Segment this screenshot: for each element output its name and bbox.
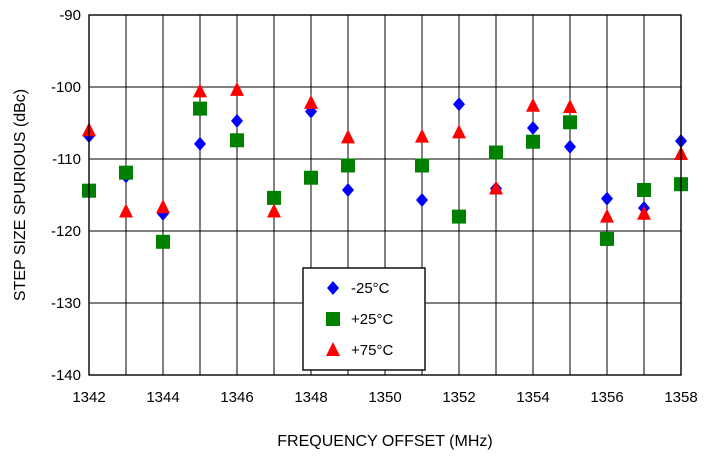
series-1 xyxy=(82,101,688,249)
x-tick-label: 1354 xyxy=(516,389,549,406)
triangle-marker xyxy=(600,208,614,223)
diamond-marker xyxy=(231,113,243,128)
square-marker xyxy=(600,231,614,246)
triangle-marker xyxy=(637,205,651,220)
legend-label: -25°C xyxy=(351,280,390,297)
legend-triangle-marker xyxy=(326,342,340,356)
legend-label: +75°C xyxy=(351,342,393,359)
triangle-marker xyxy=(526,97,540,112)
triangle-marker xyxy=(563,99,577,114)
square-marker xyxy=(637,182,651,197)
square-marker xyxy=(526,134,540,149)
square-marker xyxy=(304,170,318,185)
triangle-marker xyxy=(304,94,318,109)
square-marker xyxy=(341,158,355,173)
square-marker xyxy=(563,115,577,130)
x-axis-title: FREQUENCY OFFSET (MHz) xyxy=(277,433,492,450)
square-marker xyxy=(452,209,466,224)
y-tick-label: -140 xyxy=(51,367,81,384)
x-tick-label: 1346 xyxy=(220,389,253,406)
diamond-marker xyxy=(453,97,465,112)
diamond-marker xyxy=(342,182,354,197)
legend: -25°C +25°C +75°C xyxy=(302,267,426,371)
x-tick-label: 1344 xyxy=(146,389,179,406)
legend-box xyxy=(302,267,426,371)
diamond-marker xyxy=(527,121,539,136)
plot-frame xyxy=(88,14,682,376)
x-tick-label: 1356 xyxy=(590,389,623,406)
x-tick-label: 1342 xyxy=(72,389,105,406)
x-tick-label: 1352 xyxy=(442,389,475,406)
legend-square-marker xyxy=(326,312,340,326)
square-marker xyxy=(119,165,133,180)
x-tick-label: 1350 xyxy=(368,389,401,406)
x-tick-label: 1358 xyxy=(664,389,697,406)
diamond-marker xyxy=(564,139,576,154)
triangle-marker xyxy=(193,83,207,98)
y-tick-label: -100 xyxy=(51,79,81,96)
y-axis-title: STEP SIZE SPURIOUS (dBc) xyxy=(12,89,29,301)
y-tick-label: -120 xyxy=(51,223,81,240)
data-points xyxy=(82,81,688,249)
x-tick-label: 1348 xyxy=(294,389,327,406)
square-marker xyxy=(156,234,170,249)
legend-label: +25°C xyxy=(351,311,393,328)
triangle-marker xyxy=(489,180,503,195)
diamond-marker xyxy=(601,191,613,206)
square-marker xyxy=(267,190,281,205)
square-marker xyxy=(489,145,503,160)
triangle-marker xyxy=(119,203,133,218)
tick-labels: 1342 1344 1346 1348 1350 1352 1354 1356 1358 -90 -… xyxy=(51,7,698,406)
triangle-marker xyxy=(267,203,281,218)
diamond-marker xyxy=(416,193,428,208)
triangle-marker xyxy=(415,128,429,143)
square-marker xyxy=(193,101,207,116)
y-tick-label: -110 xyxy=(52,151,81,168)
triangle-marker xyxy=(230,81,244,96)
triangle-marker xyxy=(341,129,355,144)
diamond-marker xyxy=(194,136,206,151)
y-tick-label: -130 xyxy=(51,295,81,312)
triangle-marker xyxy=(156,199,170,214)
square-marker xyxy=(230,133,244,148)
legend-diamond-marker xyxy=(327,281,339,295)
y-tick-label: -90 xyxy=(59,7,81,24)
triangle-marker xyxy=(452,124,466,139)
square-marker xyxy=(415,158,429,173)
